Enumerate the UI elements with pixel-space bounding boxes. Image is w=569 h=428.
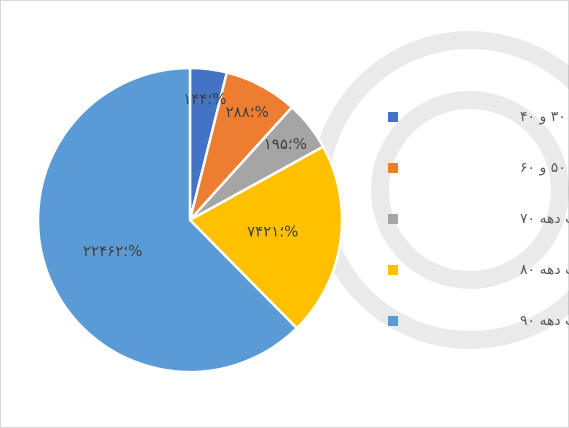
data-label: ۲۸؛۸% — [226, 103, 269, 121]
legend-swatch — [388, 163, 398, 173]
data-label: ۱۴؛۴% — [183, 90, 226, 108]
legend-swatch — [388, 265, 398, 275]
pie-slice — [36, 66, 299, 374]
legend-label: مقالات دهه ۸۰ — [520, 262, 569, 278]
legend-label: مقالات دهه ۹۰ — [520, 313, 569, 329]
legend-swatch — [388, 112, 398, 122]
pie-slice — [187, 145, 344, 330]
data-label: ۱۹؛۵% — [264, 135, 307, 153]
legend-swatch — [388, 316, 398, 326]
legend-label: مقالات دهه ۳۰ و ۴۰ — [520, 109, 569, 125]
legend-label: مقالات دهه ۷۰ — [520, 211, 569, 227]
data-label: ۷۴؛۲۱% — [247, 223, 298, 241]
data-label: ۲۲۴؛۶۲% — [83, 242, 142, 260]
legend-swatch — [388, 214, 398, 224]
legend-label: مقالات دهه ۵۰ و ۶۰ — [520, 160, 569, 176]
